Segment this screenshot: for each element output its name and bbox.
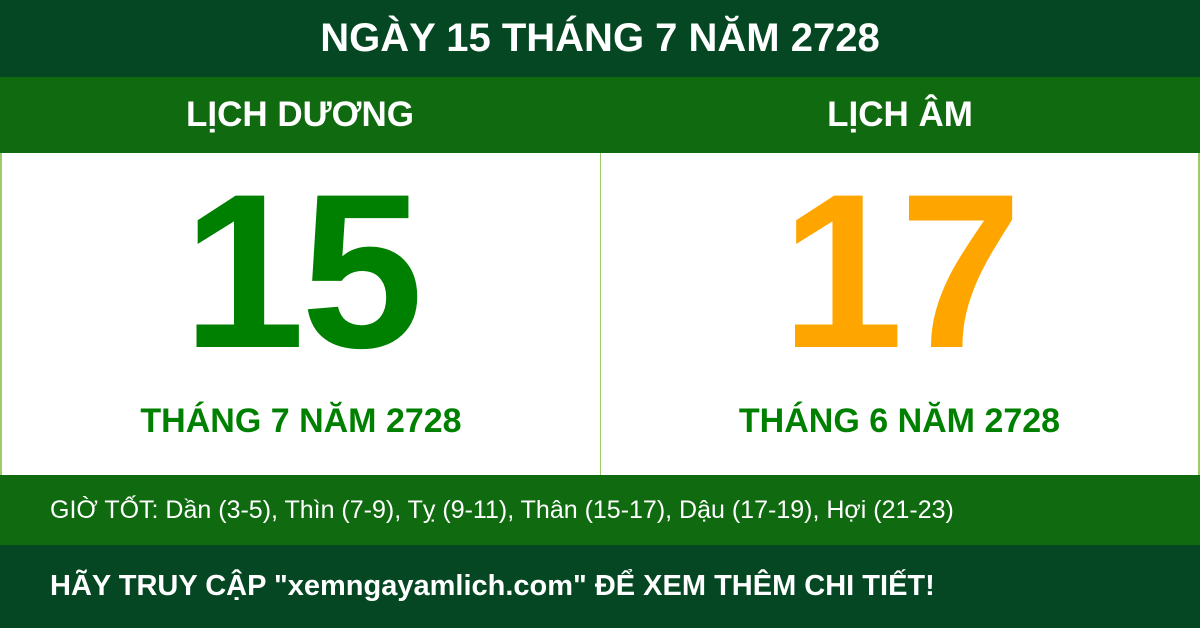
solar-heading: LỊCH DƯƠNG [185,95,415,134]
solar-panel: 15 THÁNG 7 NĂM 2728 [0,153,600,475]
good-hours: GIỜ TỐT: Dần (3-5), Thìn (7-9), Tỵ (9-11… [0,475,1200,545]
lunar-panel: 17 THÁNG 6 NĂM 2728 [600,153,1200,475]
lunar-heading: LỊCH ÂM [827,95,973,134]
lunar-day: 17 [781,148,1022,394]
lunar-month-year: THÁNG 6 NĂM 2728 [738,402,1061,440]
solar-day: 15 [182,148,424,394]
calendar-headers: LỊCH DƯƠNG LỊCH ÂM [0,77,1200,153]
page-title: NGÀY 15 THÁNG 7 NĂM 2728 [0,0,1200,77]
footer-cta: HÃY TRUY CẬP "xemngayamlich.com" ĐỂ XEM … [0,545,1200,628]
solar-month-year: THÁNG 7 NĂM 2728 [140,402,462,440]
